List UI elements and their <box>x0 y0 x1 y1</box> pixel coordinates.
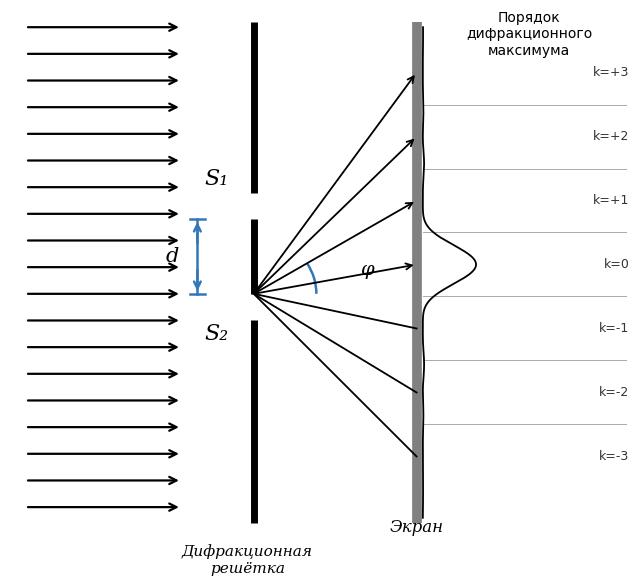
Text: k=+1: k=+1 <box>593 194 629 207</box>
Text: k=0: k=0 <box>604 258 629 271</box>
Text: Экран: Экран <box>390 519 443 536</box>
Text: Порядок
дифракционного
максимума: Порядок дифракционного максимума <box>466 11 592 57</box>
Text: k=-3: k=-3 <box>599 450 629 463</box>
Text: k=-2: k=-2 <box>599 386 629 399</box>
Text: S₁: S₁ <box>204 168 229 190</box>
Text: d: d <box>166 247 179 266</box>
Text: k=+3: k=+3 <box>593 66 629 79</box>
Text: k=-1: k=-1 <box>599 322 629 335</box>
Text: k=+2: k=+2 <box>593 130 629 143</box>
Text: φ: φ <box>360 261 374 279</box>
Text: Дифракционная
решётка: Дифракционная решётка <box>182 544 313 575</box>
Text: S₂: S₂ <box>204 323 229 345</box>
